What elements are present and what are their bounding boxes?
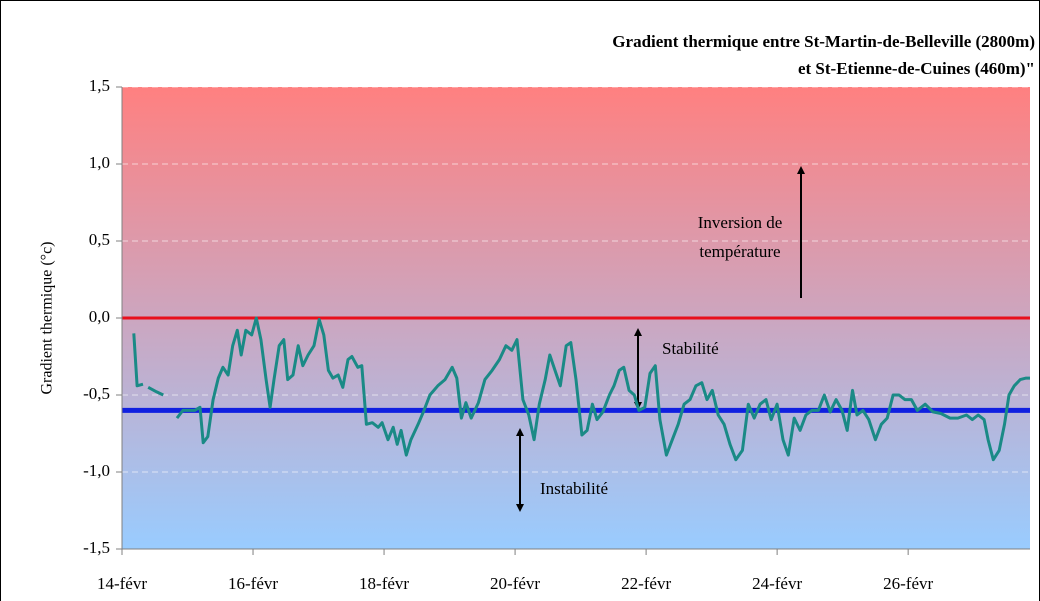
annotation: Inversion de [698,213,783,232]
y-tick-label: -1,0 [83,461,110,480]
annotation: température [699,242,780,261]
y-tick-label: -0,5 [83,384,110,403]
x-tick-label: 20-févr [490,574,540,593]
x-tick-label: 14-févr [97,574,147,593]
y-tick-label: 0,0 [89,307,110,326]
annotation: Instabilité [540,479,608,498]
x-tick-label: 26-févr [883,574,933,593]
y-tick-label: -1,5 [83,538,110,557]
y-tick-label: 0,5 [89,230,110,249]
y-tick-label: 1,5 [89,76,110,95]
x-tick-label: 22-févr [621,574,671,593]
x-tick-label: 18-févr [359,574,409,593]
annotation: Stabilité [662,339,719,358]
chart-title: et St-Etienne-de-Cuines (460m)" [798,59,1035,78]
chart-title: Gradient thermique entre St-Martin-de-Be… [612,32,1035,51]
x-tick-label: 16-févr [228,574,278,593]
y-axis-label: Gradient thermique (°c) [39,242,56,395]
data-line [132,316,1030,462]
y-tick-label: 1,0 [89,153,110,172]
x-tick-label: 24-févr [752,574,802,593]
